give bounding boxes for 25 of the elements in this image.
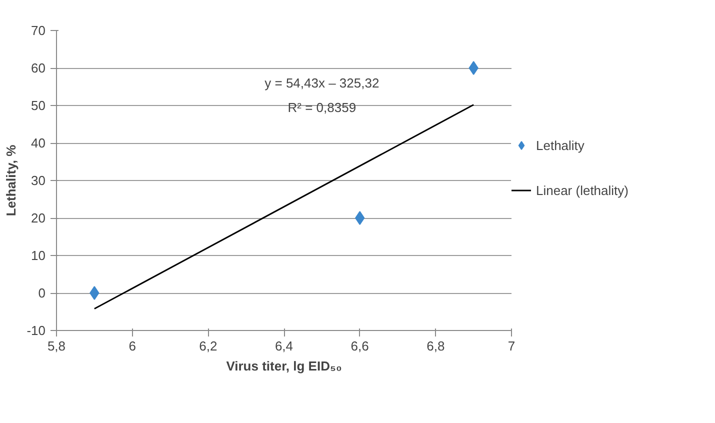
x-tick-label: 6,6 <box>350 338 369 354</box>
y-tick-label: -10 <box>26 323 46 338</box>
point <box>355 211 365 225</box>
annotation: R² = 0,8359 <box>288 100 356 115</box>
y-tick-label: 20 <box>31 210 46 226</box>
x-tick-label: 6,8 <box>426 338 445 354</box>
legend-label: Linear (lethality) <box>536 182 628 198</box>
y-tick-label: 10 <box>31 248 46 263</box>
legend-label: Lethality <box>536 138 584 152</box>
y-tick-label: 0 <box>38 286 46 300</box>
x-tick-label: 6,4 <box>274 338 294 354</box>
x-tick-label: 7 <box>508 338 516 354</box>
y-tick-label: 40 <box>31 136 46 150</box>
x-axis-title: Virus titer, lg EID₅₀ <box>226 358 342 374</box>
y-tick-label: 50 <box>31 98 46 113</box>
point <box>468 61 478 75</box>
y-tick-label: 30 <box>31 173 46 188</box>
x-tick-label: 6 <box>128 338 136 354</box>
x-tick-label: 5,8 <box>47 338 66 354</box>
x-tick-label: 6,2 <box>199 338 218 354</box>
y-axis-title: Lethality, % <box>4 144 19 216</box>
y-tick-label: 60 <box>31 60 46 76</box>
y-tick-label: 70 <box>31 23 46 38</box>
point <box>90 286 100 300</box>
annotation: y = 54,43x – 325,32 <box>264 76 380 90</box>
